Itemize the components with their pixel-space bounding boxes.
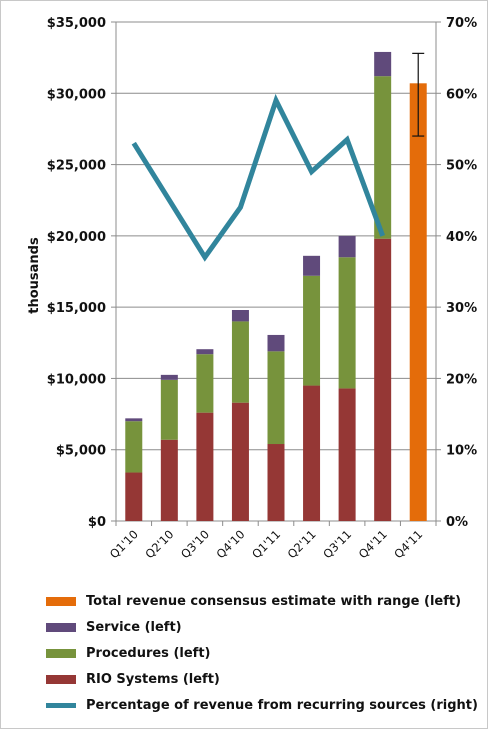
bar-procedures: [125, 421, 143, 473]
bar-rio-systems: [267, 444, 285, 521]
x-tick-label: Q3'10: [178, 527, 212, 561]
bar-procedures: [160, 379, 178, 440]
legend-label: Service (left): [86, 619, 182, 635]
legend-swatch: [46, 648, 76, 658]
bar-procedures: [196, 354, 214, 413]
x-tick-label: Q1'10: [107, 527, 141, 561]
y2-tick-label: 0%: [446, 515, 468, 530]
bar-service: [267, 334, 285, 352]
bar-rio-systems: [231, 402, 249, 521]
line-recurring-revenue-percentage: [131, 93, 386, 262]
bar-procedures: [338, 257, 356, 389]
x-tick-label: Q4'11: [356, 527, 390, 561]
y-tick-label: $20,000: [47, 230, 106, 245]
y2-tick-label: 70%: [446, 16, 477, 31]
y2-tick-label: 40%: [446, 230, 477, 245]
legend: Total revenue consensus estimate with ra…: [46, 588, 486, 718]
legend-item: Procedures (left): [46, 640, 486, 666]
bar-service: [196, 349, 214, 355]
legend-swatch: [46, 596, 76, 606]
y2-tick-label: 20%: [446, 372, 477, 387]
bar-rio-systems: [196, 412, 214, 521]
bar-rio-systems: [303, 385, 321, 521]
y2-tick-label: 60%: [446, 87, 477, 102]
legend-item: RIO Systems (left): [46, 666, 486, 692]
y2-tick-label: 30%: [446, 301, 477, 316]
y-tick-label: $35,000: [47, 16, 106, 31]
legend-swatch: [46, 622, 76, 632]
legend-swatch: [46, 674, 76, 684]
y-tick-label: $30,000: [47, 87, 106, 102]
x-tick-label: Q2'10: [142, 527, 176, 561]
x-tick-label: Q3'11: [320, 527, 354, 561]
bar-total-revenue-consensus-estimate-with-range: [409, 83, 427, 521]
x-tick-label: Q4'10: [214, 527, 248, 561]
bar-service: [125, 418, 143, 422]
revenue-chart: $0 $5,000 $10,000 $15,000 $20,000 $25,000 $30,…: [27, 16, 477, 561]
legend-label: Percentage of revenue from recurring sou…: [86, 697, 478, 713]
legend-item: Total revenue consensus estimate with ra…: [46, 588, 486, 614]
bar-rio-systems: [338, 388, 356, 521]
bar-service: [374, 51, 392, 77]
bar-service: [338, 235, 356, 258]
legend-item: Percentage of revenue from recurring sou…: [46, 692, 486, 718]
bar-service: [160, 374, 178, 380]
legend-label: RIO Systems (left): [86, 671, 220, 687]
y-axis-title: thousands: [27, 237, 42, 314]
bar-procedures: [303, 275, 321, 386]
y-tick-label: $10,000: [47, 372, 106, 387]
bar-procedures: [267, 351, 285, 445]
y-tick-label: $5,000: [56, 444, 106, 459]
x-tick-label: Q1'11: [249, 527, 283, 561]
bar-service: [231, 309, 249, 322]
bar-procedures: [374, 76, 392, 239]
bar-rio-systems: [125, 472, 143, 521]
x-tick-label: Q4'11: [391, 527, 425, 561]
legend-swatch: [46, 702, 76, 708]
bar-rio-systems: [160, 439, 178, 521]
legend-item: Service (left): [46, 614, 486, 640]
legend-label: Total revenue consensus estimate with ra…: [86, 593, 462, 609]
bar-rio-systems: [374, 238, 392, 522]
y2-tick-label: 10%: [446, 444, 477, 459]
legend-label: Procedures (left): [86, 645, 211, 661]
y-tick-label: $25,000: [47, 159, 106, 174]
bar-service: [303, 255, 321, 276]
y2-tick-label: 50%: [446, 159, 477, 174]
y-tick-label: $15,000: [47, 301, 106, 316]
y-tick-label: $0: [88, 515, 106, 530]
bar-procedures: [231, 321, 249, 403]
x-tick-label: Q2'11: [285, 527, 319, 561]
